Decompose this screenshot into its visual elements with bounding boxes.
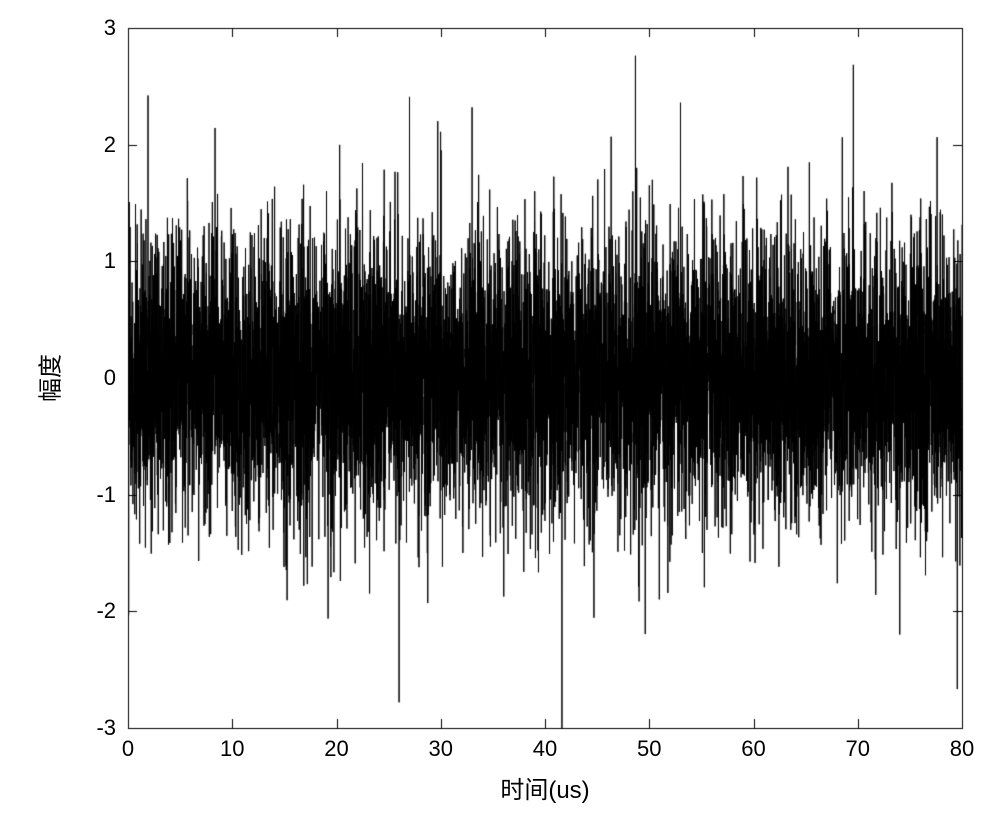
x-axis-label: 时间(us) xyxy=(500,770,589,805)
x-tick-label: 0 xyxy=(122,736,134,762)
x-tick-label: 30 xyxy=(429,736,453,762)
y-axis-label: 幅度 xyxy=(31,354,66,402)
x-tick-label: 40 xyxy=(533,736,557,762)
x-tick-label: 60 xyxy=(741,736,765,762)
x-tick-label: 50 xyxy=(637,736,661,762)
y-tick-label: -2 xyxy=(96,598,116,624)
noise-line-chart xyxy=(0,0,1000,818)
x-tick-label: 20 xyxy=(324,736,348,762)
y-tick-label: -1 xyxy=(96,482,116,508)
y-tick-label: 1 xyxy=(104,248,116,274)
y-tick-label: 0 xyxy=(104,365,116,391)
chart-container: 0 10 20 30 40 50 60 70 80 -3 -2 -1 0 1 2 3 时间(us) 幅度 xyxy=(0,0,1000,818)
x-tick-label: 80 xyxy=(950,736,974,762)
y-tick-label: 2 xyxy=(104,132,116,158)
x-tick-label: 10 xyxy=(220,736,244,762)
y-tick-label: 3 xyxy=(104,15,116,41)
x-tick-label: 70 xyxy=(846,736,870,762)
y-tick-label: -3 xyxy=(96,715,116,741)
